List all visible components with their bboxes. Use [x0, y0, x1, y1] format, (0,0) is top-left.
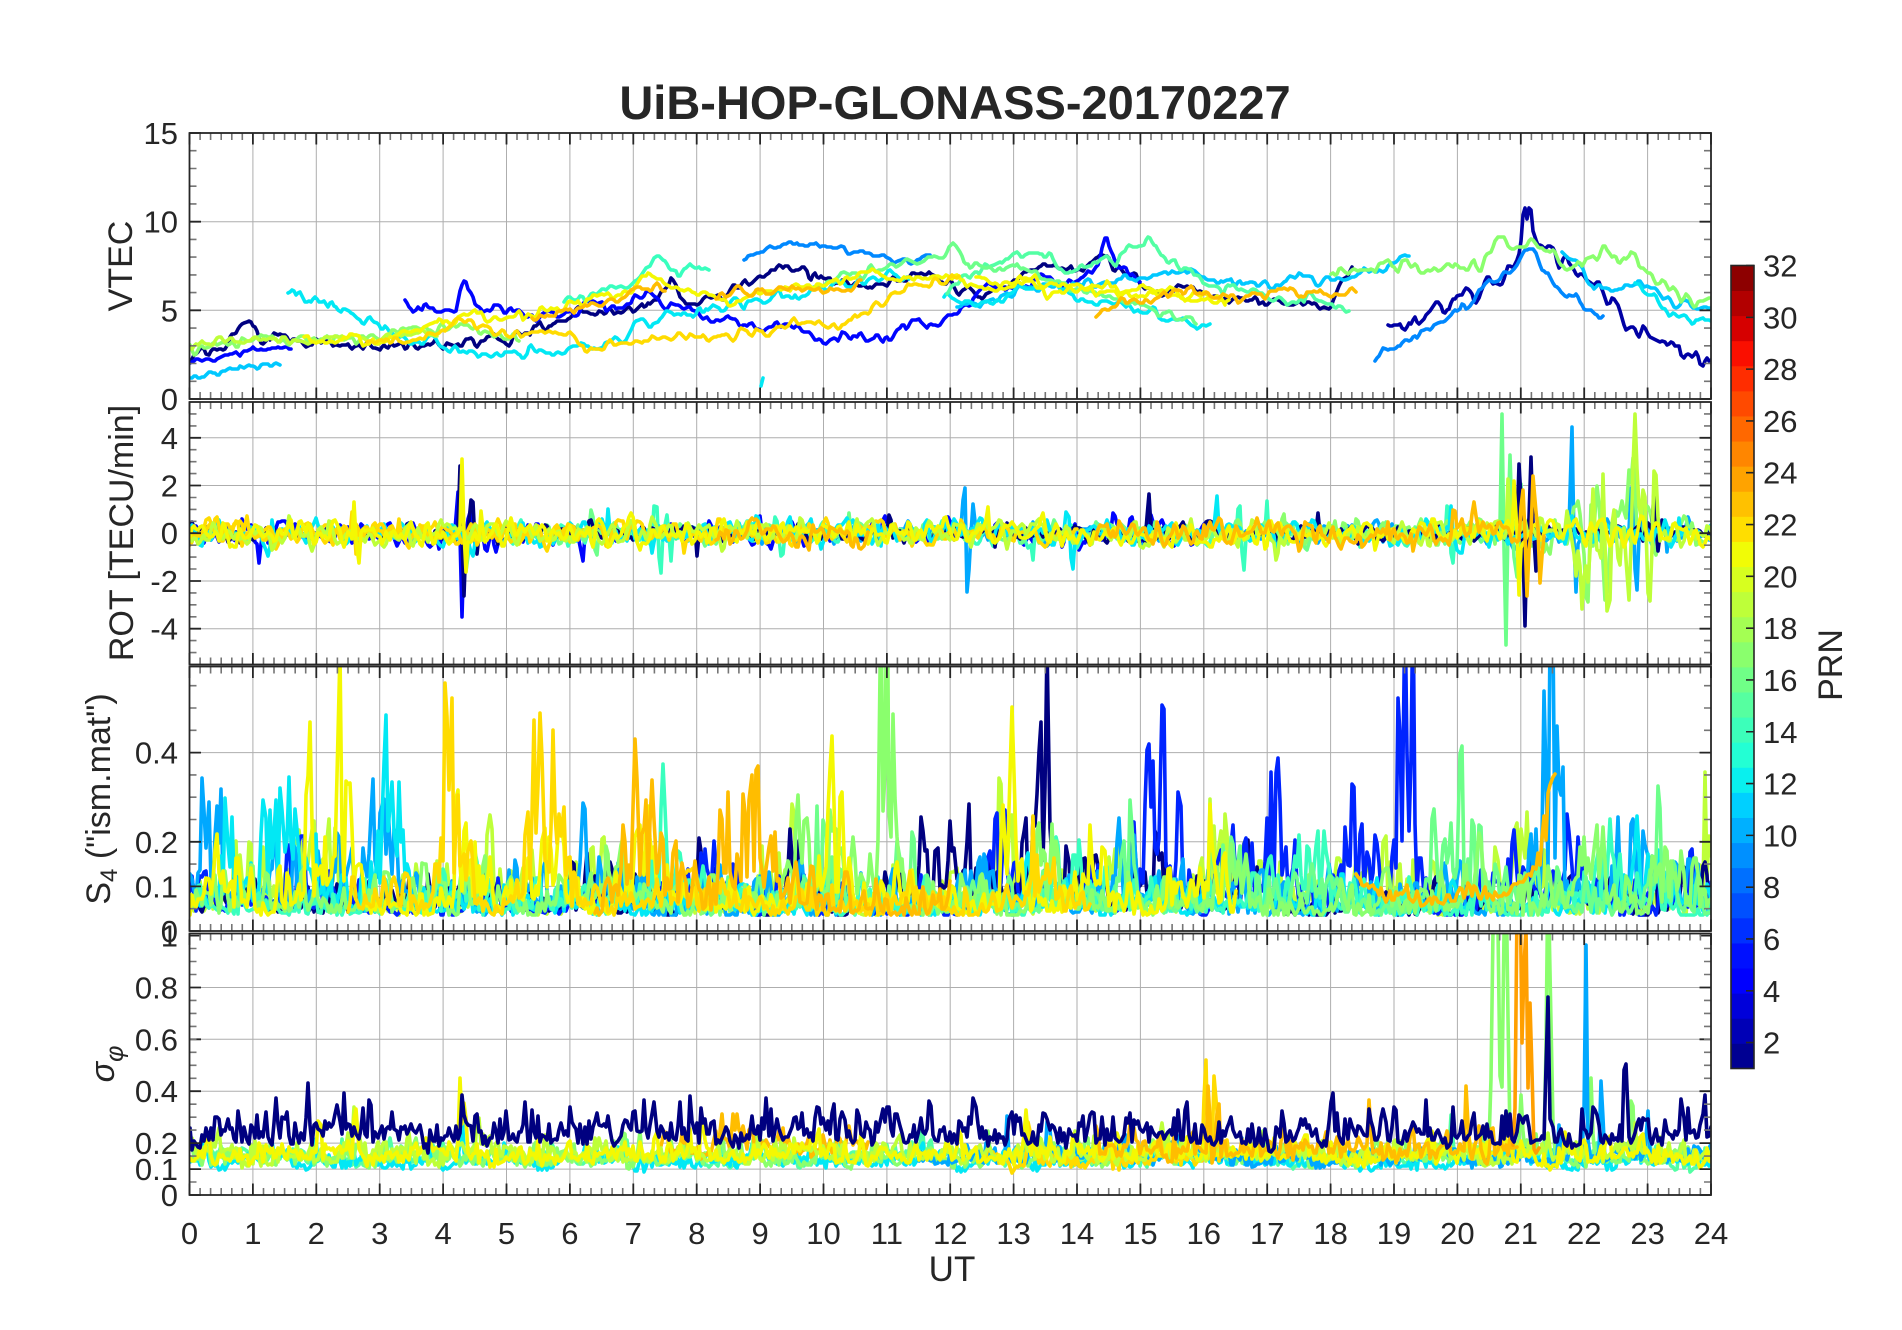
svg-text:20: 20: [1763, 559, 1797, 594]
svg-text:8: 8: [1763, 870, 1780, 905]
svg-text:11: 11: [871, 1216, 903, 1251]
svg-text:VTEC: VTEC: [102, 221, 140, 312]
svg-text:0: 0: [161, 382, 178, 417]
svg-text:18: 18: [1313, 1216, 1347, 1251]
svg-text:0.8: 0.8: [135, 971, 178, 1006]
svg-text:13: 13: [996, 1216, 1030, 1251]
svg-text:0.4: 0.4: [135, 736, 178, 771]
svg-text:6: 6: [561, 1216, 578, 1251]
svg-text:9: 9: [751, 1216, 768, 1251]
svg-text:0.1: 0.1: [135, 869, 178, 904]
svg-text:0: 0: [161, 1178, 178, 1213]
svg-text:10: 10: [144, 205, 178, 240]
svg-text:0.4: 0.4: [135, 1074, 178, 1109]
svg-text:30: 30: [1763, 300, 1797, 335]
svg-text:10: 10: [806, 1216, 840, 1251]
svg-text:32: 32: [1763, 249, 1797, 284]
svg-text:2: 2: [1763, 1026, 1780, 1061]
svg-text:0: 0: [181, 1216, 198, 1251]
svg-text:4: 4: [161, 421, 178, 456]
svg-text:23: 23: [1630, 1216, 1664, 1251]
svg-text:4: 4: [1763, 974, 1780, 1009]
svg-text:16: 16: [1763, 663, 1797, 698]
svg-text:-2: -2: [150, 564, 178, 599]
svg-text:0.1: 0.1: [135, 1152, 178, 1187]
svg-text:3: 3: [371, 1216, 388, 1251]
svg-text:12: 12: [933, 1216, 967, 1251]
svg-text:18: 18: [1763, 611, 1797, 646]
svg-text:0: 0: [161, 914, 178, 949]
svg-text:28: 28: [1763, 352, 1797, 387]
svg-text:14: 14: [1060, 1216, 1094, 1251]
svg-text:UiB-HOP-GLONASS-20170227: UiB-HOP-GLONASS-20170227: [619, 76, 1290, 129]
svg-text:22: 22: [1763, 508, 1797, 543]
svg-text:10: 10: [1763, 818, 1797, 853]
svg-text:5: 5: [161, 293, 178, 328]
svg-text:24: 24: [1694, 1216, 1728, 1251]
svg-text:26: 26: [1763, 404, 1797, 439]
svg-text:21: 21: [1504, 1216, 1538, 1251]
svg-text:12: 12: [1763, 767, 1797, 802]
svg-text:14: 14: [1763, 715, 1797, 750]
svg-text:19: 19: [1377, 1216, 1411, 1251]
svg-text:17: 17: [1250, 1216, 1284, 1251]
svg-text:4: 4: [434, 1216, 451, 1251]
svg-text:15: 15: [1123, 1216, 1157, 1251]
svg-text:2: 2: [308, 1216, 325, 1251]
svg-text:S4 ("ism.mat"): S4 ("ism.mat"): [80, 693, 123, 904]
svg-text:24: 24: [1763, 456, 1797, 491]
svg-text:15: 15: [144, 116, 178, 151]
svg-text:0.2: 0.2: [135, 825, 178, 860]
svg-text:1: 1: [161, 919, 178, 954]
svg-text:ROT [TECU/min]: ROT [TECU/min]: [103, 405, 141, 661]
svg-text:2: 2: [161, 469, 178, 504]
svg-text:16: 16: [1187, 1216, 1221, 1251]
svg-text:PRN: PRN: [1812, 629, 1850, 701]
svg-text:σφ: σφ: [84, 1046, 129, 1083]
svg-text:1: 1: [244, 1216, 261, 1251]
svg-text:0: 0: [161, 516, 178, 551]
svg-text:8: 8: [688, 1216, 705, 1251]
svg-text:20: 20: [1440, 1216, 1474, 1251]
svg-text:0.2: 0.2: [135, 1126, 178, 1161]
svg-text:UT: UT: [929, 1250, 976, 1289]
svg-text:0.6: 0.6: [135, 1022, 178, 1057]
svg-text:22: 22: [1567, 1216, 1601, 1251]
svg-text:5: 5: [498, 1216, 515, 1251]
svg-text:7: 7: [625, 1216, 642, 1251]
svg-text:-4: -4: [150, 612, 178, 647]
svg-text:6: 6: [1763, 922, 1780, 957]
